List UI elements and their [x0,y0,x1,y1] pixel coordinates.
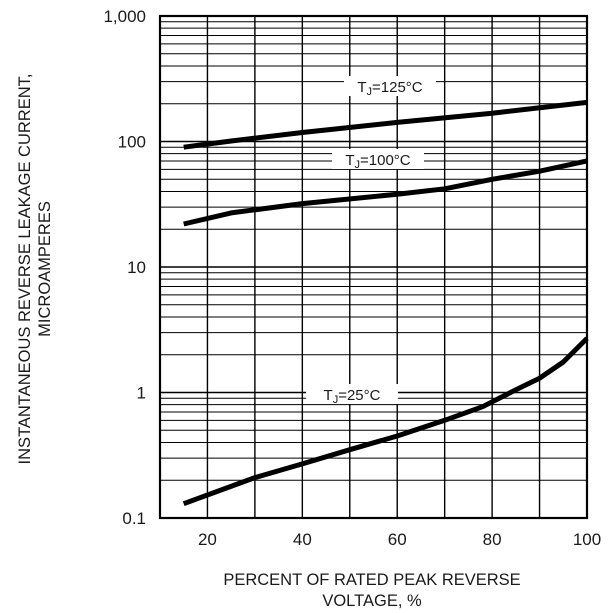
x-tick-label: 20 [198,530,217,549]
series-line [182,336,589,507]
x-tick-label: 80 [483,530,502,549]
y-tick-label: 0.1 [122,509,146,528]
x-tick-label: 100 [573,530,601,549]
x-tick-label: 40 [293,530,312,549]
series-label: TJ=100°C [345,152,410,171]
series-label: TJ=125°C [357,79,422,98]
y-tick-label: 1,000 [103,7,146,26]
series-label-background [332,149,424,169]
y-tick-label: 1 [137,384,146,403]
series-lines [182,99,589,507]
series-label: TJ=25°C [324,387,381,406]
x-axis-title-line1: PERCENT OF RATED PEAK REVERSE [223,571,520,589]
series-labels: TJ=125°C TJ=100°C TJ=25°C [306,76,436,406]
x-axis-title-line2: VOLTAGE, % [322,592,422,610]
grid [160,16,587,518]
plot-frame [158,14,589,520]
y-axis-title-line2: MICROAMPERES [36,201,54,337]
series-line [183,99,588,150]
y-axis-title-line1: INSTANTANEOUS REVERSE LEAKAGE CURRENT, [16,74,34,465]
x-tick-label: 60 [388,530,407,549]
series-label-background [344,76,436,96]
tick-labels: 0.1 1 10 100 1,000 20 40 60 80 100 [103,7,601,549]
y-tick-label: 10 [127,258,146,277]
series-line [183,158,588,227]
y-tick-label: 100 [118,133,146,152]
series-label-background [306,384,398,404]
